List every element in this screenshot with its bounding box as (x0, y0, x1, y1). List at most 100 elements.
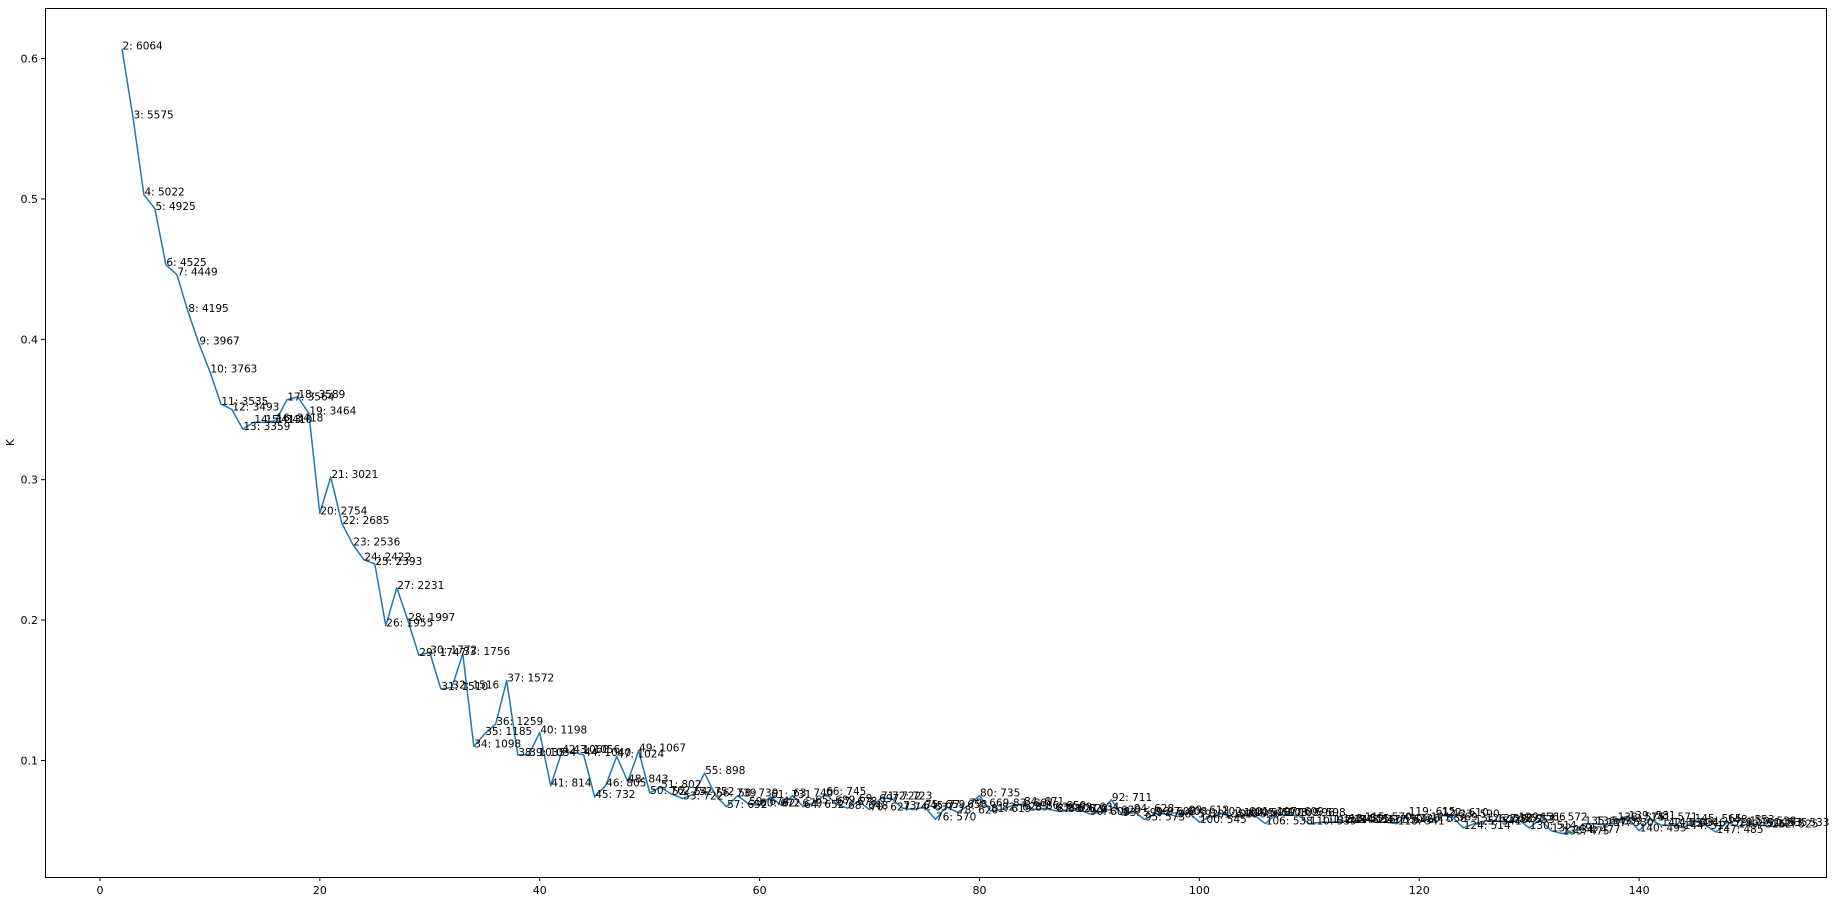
point-label: 67: 678 (837, 796, 877, 808)
point-label: 25: 2393 (375, 556, 422, 568)
point-label: 86: 650 (1046, 800, 1086, 812)
point-label: 128: 553 (1508, 814, 1555, 826)
point-label: 124: 514 (1464, 820, 1511, 832)
y-tick-label: 0.6 (21, 53, 39, 66)
x-tick-label: 60 (753, 884, 767, 897)
point-label: 12: 3493 (232, 402, 279, 414)
x-axis-ticks: 0 20 40 60 80 100 120 140 (96, 877, 1650, 897)
point-label: 4: 5022 (144, 187, 184, 199)
point-label: 21: 3021 (331, 469, 378, 481)
point-label: 57: 652 (727, 799, 767, 811)
point-label: 43: 1056 (573, 744, 620, 756)
point-label: 70: 627 (870, 802, 910, 814)
x-tick-label: 40 (533, 884, 547, 897)
point-label: 129: 566 (1519, 811, 1566, 823)
point-label: 130: 514 (1530, 820, 1577, 832)
point-label: 10: 3763 (210, 364, 257, 376)
point-label: 92: 711 (1112, 792, 1152, 804)
point-label: 33: 1756 (463, 646, 510, 658)
point-label: 71: 722 (881, 790, 921, 802)
point-label: 58: 739 (738, 788, 778, 800)
point-label: 36: 1259 (496, 716, 543, 728)
point-label: 87: 627 (1057, 803, 1097, 815)
point-label: 132: 495 (1552, 823, 1599, 835)
axes: 0 20 40 60 80 100 120 140 0.1 0.2 0.3 0.4 0.5 0.6 K (4, 8, 1827, 897)
point-label: 116: 550 (1376, 814, 1423, 826)
point-label: 139: 581 (1629, 810, 1676, 822)
point-label: 101: 590 (1211, 809, 1258, 821)
y-tick-label: 0.2 (21, 614, 39, 627)
point-label: 120: 558 (1420, 813, 1467, 825)
point-label: 51: 802 (661, 779, 701, 791)
plot-frame (45, 8, 1827, 878)
point-label: 148: 553 (1728, 814, 1775, 826)
point-label: 40: 1198 (540, 724, 587, 736)
point-label: 83: 667 (1013, 797, 1053, 809)
point-label: 45: 732 (595, 789, 635, 801)
point-label: 75: 659 (925, 799, 965, 811)
point-label: 56: 739 (716, 788, 756, 800)
point-label: 136: 539 (1596, 816, 1643, 828)
point-label: 62: 670 (782, 797, 822, 809)
series-line (121, 48, 1783, 835)
point-label: 76: 570 (936, 811, 976, 823)
point-label: 121: 569 (1431, 811, 1478, 823)
point-label: 15: 3410 (265, 414, 312, 426)
y-tick-label: 0.4 (21, 333, 39, 346)
point-label: 22: 2685 (342, 515, 389, 527)
point-label: 145: 565 (1695, 813, 1742, 825)
point-label: 50: 762 (650, 785, 690, 797)
point-label: 2: 6064 (122, 41, 163, 53)
point-label: 46: 805 (606, 778, 646, 790)
point-label: 107: 609 (1277, 806, 1324, 818)
point-label: 97: 608 (1167, 806, 1207, 818)
point-label: 89: 634 (1079, 802, 1120, 814)
point-label: 47: 1024 (617, 748, 664, 760)
x-tick-label: 20 (313, 884, 327, 897)
point-label: 68: 648 (848, 800, 888, 812)
point-label: 38: 1035 (518, 747, 565, 759)
point-label: 140: 495 (1640, 823, 1687, 835)
point-label: 104: 598 (1244, 807, 1291, 819)
point-label: 131: 572 (1541, 811, 1588, 823)
point-label: 17: 3564 (287, 392, 334, 404)
point-label: 35: 1185 (485, 726, 532, 738)
point-label: 95: 573 (1145, 811, 1185, 823)
point-label: 125: 541 (1475, 816, 1522, 828)
point-label: 61: 731 (771, 789, 811, 801)
point-label: 134: 477 (1574, 824, 1621, 836)
point-label: 91: 620 (1101, 804, 1141, 816)
point-label: 11: 3535 (221, 396, 268, 408)
point-label: 60: 672 (760, 797, 800, 809)
y-tick-label: 0.3 (21, 474, 39, 487)
point-label: 32: 1516 (452, 679, 499, 691)
y-tick-label: 0.5 (21, 193, 39, 206)
point-label: 30: 1772 (430, 644, 477, 656)
point-label: 113: 555 (1343, 813, 1390, 825)
point-label: 123: 590 (1453, 809, 1500, 821)
point-label: 118: 541 (1398, 816, 1445, 828)
point-label: 7: 4449 (177, 267, 217, 279)
point-label: 141: 571 (1651, 811, 1698, 823)
point-label: 24: 2422 (364, 552, 411, 564)
point-label: 119: 615 (1409, 806, 1456, 818)
point-label: 81: 619 (991, 803, 1031, 815)
point-label: 90: 608 (1090, 806, 1130, 818)
point-label: 114: 547 (1354, 814, 1401, 826)
point-label: 53: 722 (683, 790, 723, 802)
point-label: 54: 752 (694, 786, 734, 798)
point-label: 126: 558 (1486, 813, 1533, 825)
point-label: 34: 1098 (474, 738, 521, 750)
point-label: 66: 745 (826, 786, 866, 798)
x-tick-label: 120 (1409, 884, 1430, 897)
point-label: 5: 4925 (155, 201, 195, 213)
point-label: 85: 638 (1035, 802, 1075, 814)
point-label: 111: 544 (1321, 814, 1368, 826)
point-label: 9: 3967 (199, 336, 239, 348)
point-label: 84: 671 (1024, 796, 1064, 808)
point-label: 6: 4525 (166, 257, 206, 269)
point-label: 105: 597 (1255, 807, 1302, 819)
point-label: 69: 697 (859, 793, 899, 805)
